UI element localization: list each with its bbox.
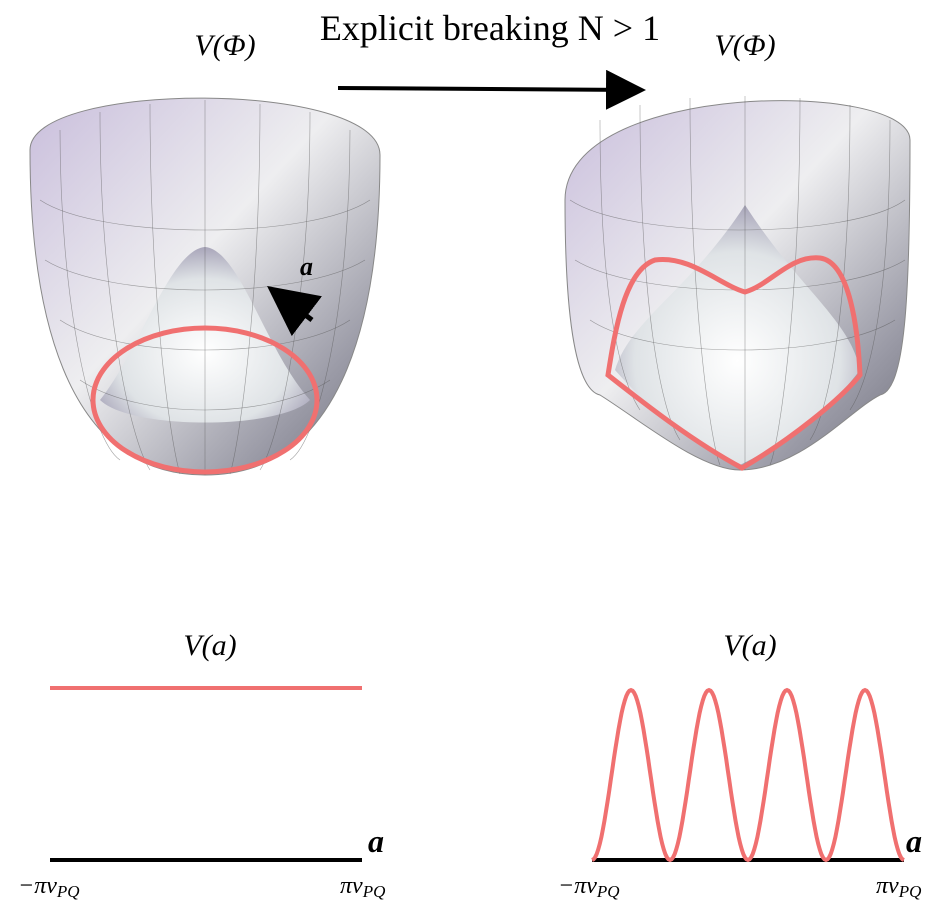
potential-label: V(Φ) bbox=[194, 29, 255, 62]
right-surface bbox=[564, 96, 911, 471]
tick-label: −πvPQ bbox=[558, 873, 620, 901]
axis-label: a bbox=[368, 823, 384, 859]
arrow bbox=[337, 69, 646, 110]
axis-label: a bbox=[906, 823, 922, 859]
periodic-potential bbox=[591, 687, 905, 863]
title: Explicit breaking N > 1 bbox=[320, 8, 660, 48]
field-label: a bbox=[300, 252, 313, 281]
tick-label: −πvPQ bbox=[18, 873, 80, 901]
potential-label: V(a) bbox=[183, 629, 236, 662]
potential-label: V(a) bbox=[723, 629, 776, 662]
potential-label: V(Φ) bbox=[714, 29, 775, 62]
tick-label: πvPQ bbox=[340, 873, 385, 901]
left-surface bbox=[29, 97, 381, 476]
tick-label: πvPQ bbox=[876, 873, 921, 901]
